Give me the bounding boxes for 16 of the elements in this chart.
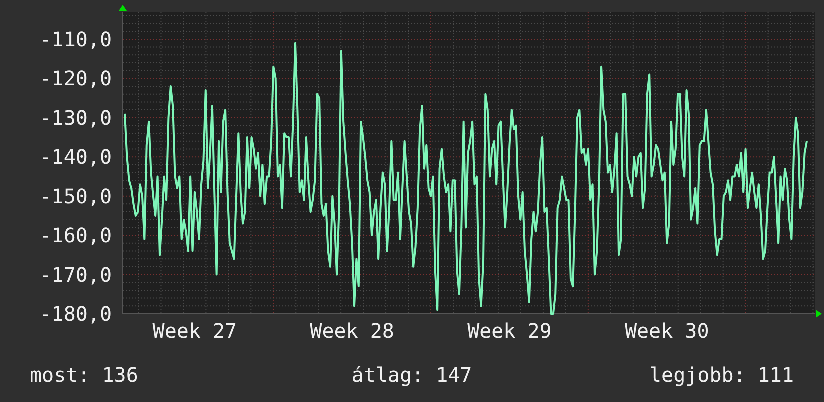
x-tick-label: Week 29: [468, 319, 552, 343]
y-tick-label: -120,0: [40, 66, 112, 91]
y-tick-label: -140,0: [40, 145, 112, 170]
y-tick-label: -150,0: [40, 184, 112, 208]
x-tick-label: Week 27: [152, 319, 238, 343]
y-tick-label: -180,0: [40, 302, 112, 326]
x-tick-label: Week 28: [310, 319, 394, 343]
x-tick-label: Week 30: [624, 319, 710, 343]
text: legjobb: 111: [650, 363, 794, 387]
y-tick-label: -170,0: [40, 262, 112, 287]
y-tick-label: -130,0: [40, 106, 112, 130]
y-tick-label: -110,0: [40, 27, 112, 52]
line-series: [124, 42, 808, 315]
text: most: 136: [30, 363, 138, 387]
text: átlag: 147: [352, 363, 472, 387]
y-tick-label: -160,0: [40, 224, 112, 248]
